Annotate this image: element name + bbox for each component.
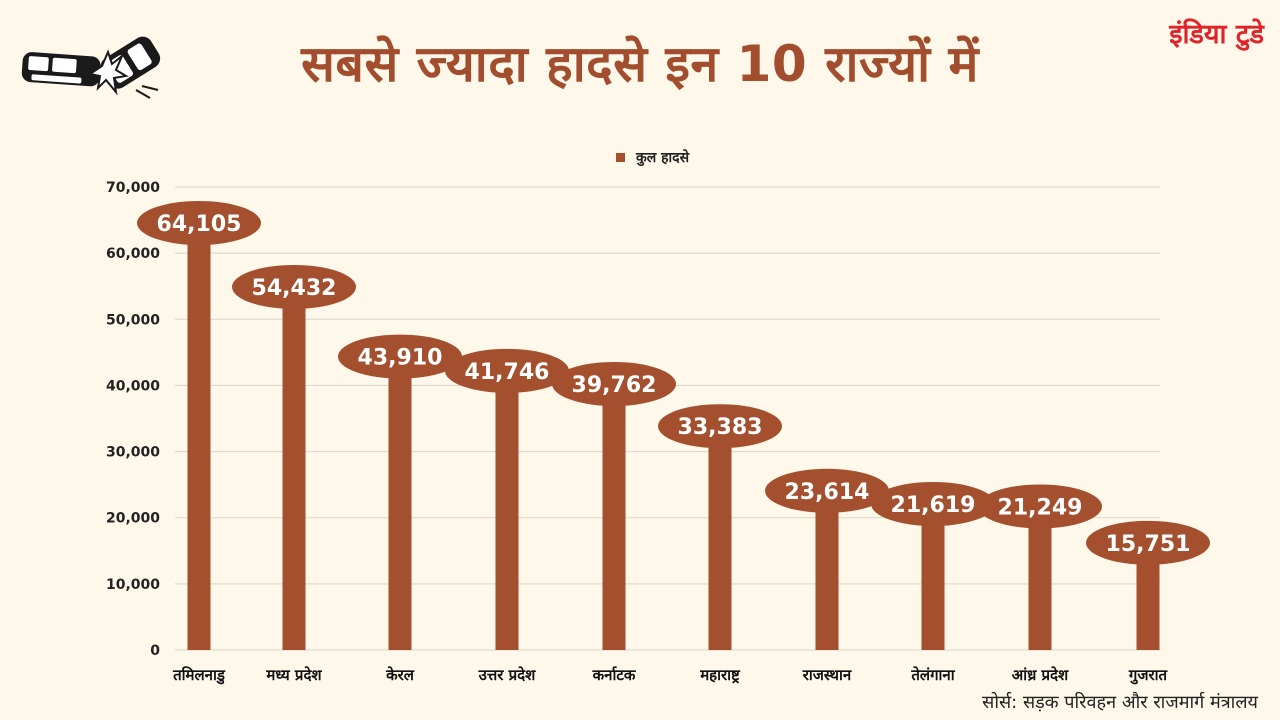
- bar: [921, 507, 945, 650]
- data-label-bubble: [338, 334, 462, 379]
- x-tick-label: कर्नाटक: [592, 666, 637, 684]
- x-tick-label: तेलंगाना: [910, 666, 955, 684]
- car-crash-icon: [21, 36, 161, 99]
- legend-swatch: [616, 153, 625, 162]
- data-label-bubble: [445, 348, 569, 393]
- y-tick-label: 30,000: [106, 445, 160, 461]
- data-label: 21,619: [891, 493, 976, 518]
- bar: [495, 373, 519, 650]
- bar: [388, 359, 412, 650]
- data-label: 39,762: [572, 373, 657, 398]
- x-tick-label: उत्तर प्रदेश: [478, 666, 536, 684]
- y-tick-label: 40,000: [106, 378, 160, 394]
- data-label-bubble: [765, 468, 889, 513]
- x-tick-label: महाराष्ट्र: [699, 666, 741, 684]
- data-label: 43,910: [358, 346, 443, 371]
- y-tick-label: 50,000: [106, 312, 160, 328]
- data-label: 33,383: [678, 415, 763, 440]
- data-label: 15,751: [1106, 532, 1191, 557]
- data-label: 23,614: [785, 480, 870, 505]
- data-label-bubble: [978, 484, 1102, 529]
- bar: [282, 289, 306, 650]
- source-note: सोर्स: सड़क परिवहन और राजमार्ग मंत्रालय: [982, 692, 1258, 713]
- x-tick-label: आंध्र प्रदेश: [1012, 666, 1069, 684]
- data-label: 64,105: [157, 212, 242, 237]
- legend-label: कुल हादसे: [635, 149, 690, 167]
- data-label: 54,432: [252, 276, 337, 301]
- data-label-bubble: [137, 200, 261, 245]
- bar: [1028, 509, 1052, 650]
- data-label-bubble: [1086, 520, 1210, 565]
- y-tick-label: 60,000: [106, 246, 160, 262]
- bar: [815, 493, 839, 650]
- y-tick-label: 20,000: [106, 511, 160, 527]
- bar: [1136, 545, 1160, 650]
- bar: [602, 387, 626, 650]
- data-label-bubble: [232, 264, 356, 309]
- y-tick-label: 70,000: [106, 180, 160, 196]
- bar: [187, 225, 211, 650]
- x-tick-label: केरल: [385, 666, 415, 684]
- x-tick-label: राजस्थान: [802, 666, 852, 684]
- data-label: 21,249: [998, 495, 1083, 520]
- page-title: सबसे ज्यादा हादसे इन 10 राज्यों में: [301, 35, 979, 93]
- data-label-bubble: [658, 404, 782, 449]
- data-label-bubble: [552, 362, 676, 407]
- x-tick-label: तमिलनाडु: [172, 666, 226, 685]
- brand-logo: इंडिया टुडे: [1169, 19, 1264, 50]
- x-tick-label: मध्य प्रदेश: [265, 666, 322, 684]
- data-label-bubble: [871, 482, 995, 527]
- y-tick-label: 10,000: [106, 577, 160, 593]
- y-tick-label: 0: [150, 643, 160, 659]
- bar: [708, 429, 732, 650]
- data-label: 41,746: [465, 360, 550, 385]
- x-tick-label: गुजरात: [1128, 666, 1169, 685]
